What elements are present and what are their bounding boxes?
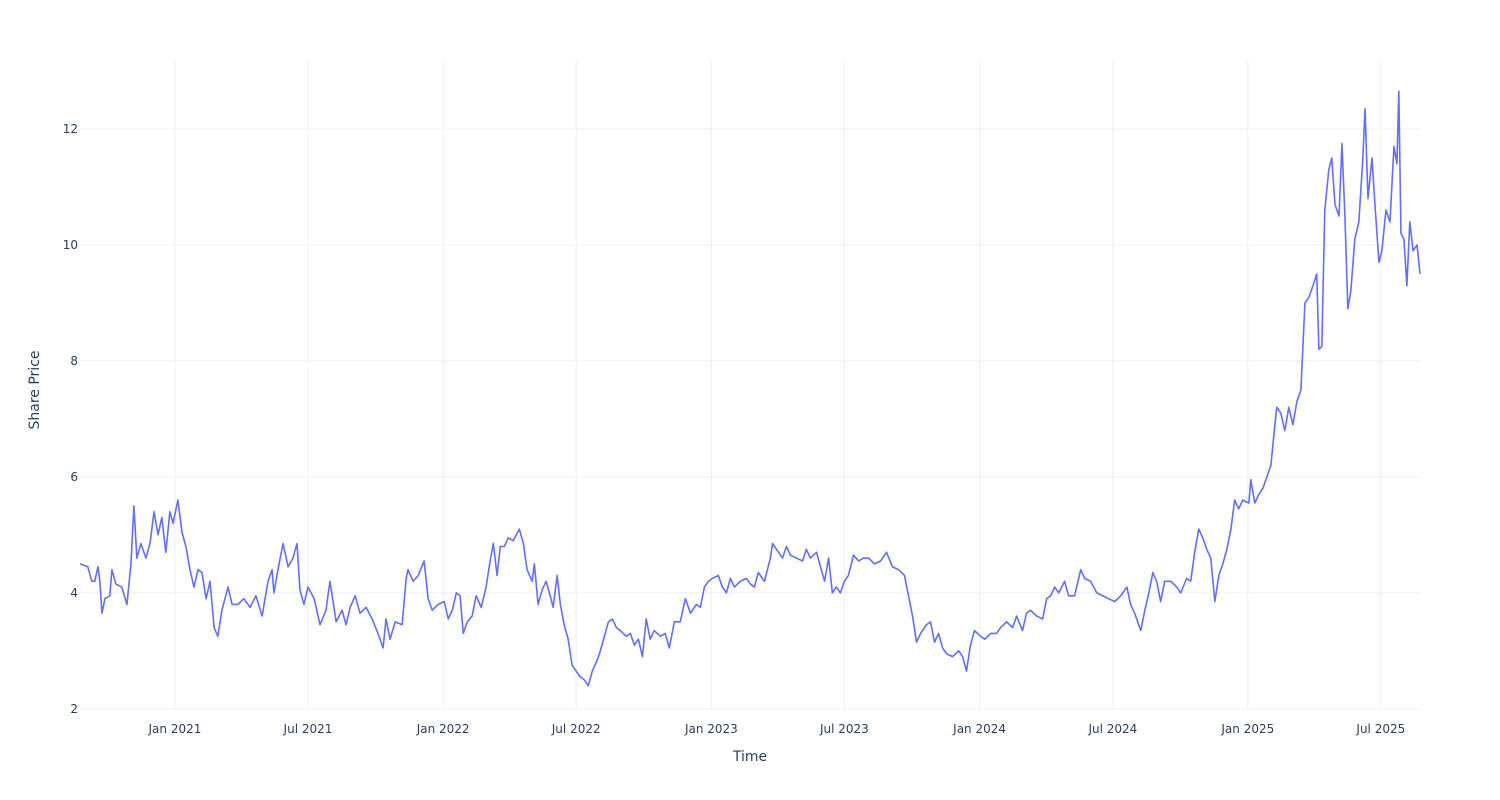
- x-tick-label: Jul 2022: [551, 722, 601, 736]
- x-tick-label: Jan 2021: [148, 722, 202, 736]
- x-tick-label: Jan 2024: [952, 722, 1006, 736]
- x-tick-label: Jan 2023: [684, 722, 738, 736]
- y-tick-label: 10: [63, 238, 78, 252]
- price-line: [79, 90, 1421, 687]
- y-tick-label: 8: [70, 354, 78, 368]
- y-axis-title: Share Price: [27, 350, 43, 429]
- x-tick-label: Jul 2024: [1087, 722, 1137, 736]
- x-tick-label: Jan 2025: [1220, 722, 1274, 736]
- grid: [80, 60, 1420, 710]
- y-tick-label: 6: [70, 470, 78, 484]
- x-tick-label: Jul 2021: [283, 722, 333, 736]
- x-tick-label: Jul 2025: [1355, 722, 1405, 736]
- x-tick-label: Jan 2022: [416, 722, 470, 736]
- y-tick-label: 4: [70, 586, 78, 600]
- x-tick-label: Jul 2023: [819, 722, 869, 736]
- y-tick-label: 12: [63, 122, 78, 136]
- plot: [79, 90, 1421, 687]
- y-tick-label: 2: [70, 702, 78, 716]
- x-axis-title: Time: [732, 749, 767, 765]
